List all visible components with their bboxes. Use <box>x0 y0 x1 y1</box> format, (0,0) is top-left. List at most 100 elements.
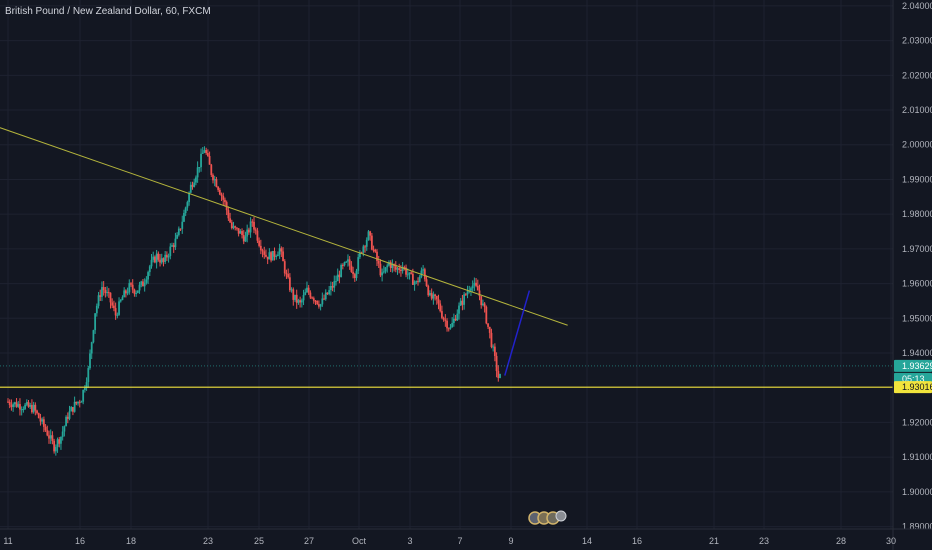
candle-body <box>302 295 305 301</box>
candle-body <box>268 252 271 260</box>
candle-body <box>447 328 450 330</box>
candle-body <box>441 311 443 318</box>
y-tick-label: 2.01000 <box>902 105 932 115</box>
candle-body <box>497 371 500 379</box>
level-price-badge[interactable]: 1.93016 <box>894 381 932 394</box>
candle-body <box>359 252 361 258</box>
candle-body <box>350 265 353 272</box>
candle-body <box>442 317 445 320</box>
candle-body <box>249 221 252 233</box>
candle-body <box>148 266 151 273</box>
candle-body <box>290 289 293 291</box>
candle-body <box>123 290 126 298</box>
x-tick-label: 3 <box>407 536 412 546</box>
candle-body <box>341 265 344 267</box>
candle-body <box>39 418 42 422</box>
candle-body <box>251 221 254 223</box>
candle-body <box>367 231 370 240</box>
candle-body <box>335 281 337 283</box>
candle-body <box>135 292 138 294</box>
candle-body <box>295 294 298 303</box>
projection-arrow[interactable] <box>504 290 531 376</box>
candle-body <box>181 221 184 229</box>
candle-body <box>82 389 85 402</box>
candle-body <box>343 262 346 266</box>
candle-body <box>309 292 312 298</box>
candle-body <box>8 402 11 405</box>
candle-body <box>130 283 132 285</box>
y-tick-label: 1.97000 <box>902 244 932 254</box>
candle-body <box>36 410 38 414</box>
candle-body <box>189 184 192 193</box>
candle-body <box>68 411 71 419</box>
candle-body <box>203 150 206 153</box>
candle-body <box>179 228 182 230</box>
candle-body <box>266 256 269 260</box>
candle-body <box>17 404 20 407</box>
time-axis[interactable]: 11 16 18 23 25 27 Oct 3 7 9 14 16 21 23 28 30 <box>0 528 932 546</box>
candle-body <box>51 435 54 441</box>
candle-body <box>155 253 158 263</box>
candle-body <box>326 292 329 295</box>
candle-body <box>382 271 385 273</box>
y-tick-label: 1.91000 <box>902 452 932 462</box>
candle-body <box>56 439 59 447</box>
candle-body <box>348 259 351 266</box>
candle-body <box>34 404 37 411</box>
candle-body <box>287 274 290 278</box>
y-tick-label: 2.03000 <box>902 36 932 46</box>
candle-body <box>256 230 259 241</box>
candle-body <box>77 401 79 404</box>
candle-body <box>138 284 141 291</box>
candle-body <box>485 306 488 324</box>
candle-body <box>405 267 407 275</box>
candle-body <box>483 303 486 307</box>
candle-body <box>222 195 225 200</box>
candle-body <box>282 251 284 262</box>
candle-body <box>454 318 457 321</box>
candle-body <box>478 290 481 297</box>
x-tick-label: 16 <box>75 536 85 546</box>
candle-body <box>246 229 249 237</box>
candle-body <box>217 186 220 190</box>
candle-body <box>99 295 102 297</box>
event-clock-icon[interactable] <box>555 510 567 522</box>
candle-body <box>275 256 278 258</box>
candle-body <box>12 404 15 408</box>
candle-body <box>236 227 238 229</box>
candle-body <box>78 401 81 403</box>
event-icons[interactable] <box>528 510 567 525</box>
candle-body <box>355 270 358 279</box>
current-price-badge[interactable]: 1.93629 <box>894 359 932 372</box>
candle-body <box>164 254 167 262</box>
candle-body <box>186 202 189 208</box>
candle-body <box>116 314 119 316</box>
candle-body <box>208 156 211 165</box>
descending-trendline[interactable] <box>0 110 568 326</box>
candle-body <box>19 404 21 410</box>
candle-body <box>324 292 327 300</box>
candle-body <box>133 289 136 294</box>
candle-body <box>329 285 332 291</box>
candle-body <box>353 274 356 279</box>
candle-body <box>212 174 214 181</box>
candle-body <box>171 245 173 247</box>
price-axis[interactable]: 2.04000 2.03000 2.02000 2.01000 2.00000 1.990… <box>892 0 932 550</box>
drawings[interactable] <box>0 110 893 388</box>
candle-body <box>311 297 313 299</box>
candle-body <box>90 342 93 354</box>
candle-body <box>452 318 455 323</box>
y-tick-label: 2.04000 <box>902 1 932 11</box>
candle-body <box>417 281 419 283</box>
candle-body <box>101 287 103 297</box>
candle-body <box>437 299 440 304</box>
candle-body <box>97 295 100 306</box>
candle-body <box>218 189 221 195</box>
x-tick-label: Oct <box>352 536 367 546</box>
candle-body <box>254 229 257 231</box>
candle-body <box>429 292 431 296</box>
x-tick-label: 23 <box>759 536 769 546</box>
candle-body <box>396 268 399 270</box>
candle-body <box>435 296 438 300</box>
